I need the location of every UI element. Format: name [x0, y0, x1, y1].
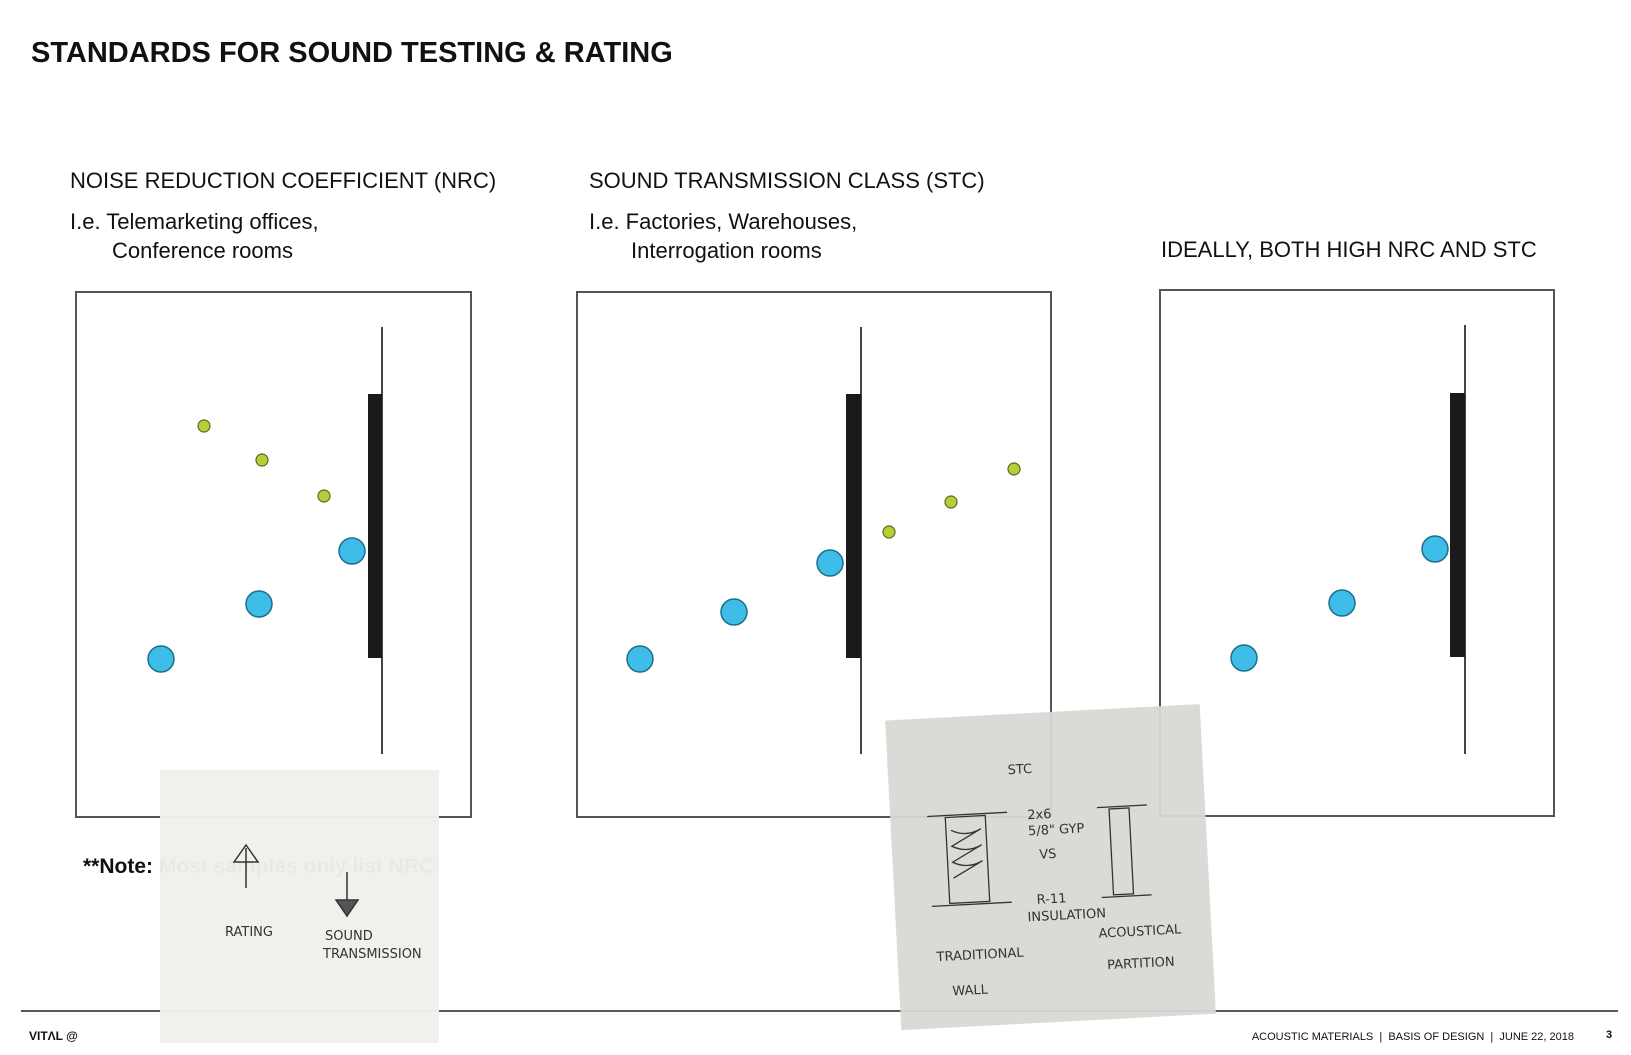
sketch-label: TRANSMISSION — [322, 947, 422, 962]
footer-info: ACOUSTIC MATERIALS | BASIS OF DESIGN | J… — [1252, 1031, 1574, 1043]
sketch-label: R-11 — [1036, 891, 1066, 908]
sketch-title: STC — [1007, 762, 1032, 778]
sketch-label: TRADITIONAL — [935, 946, 1024, 966]
example: I.e. Telemarketing offices, — [70, 209, 319, 234]
reflection-dots — [197, 419, 1021, 539]
logo: VITΛL @ — [29, 1029, 78, 1043]
walls — [381, 325, 1466, 754]
heading: IDEALLY, BOTH HIGH NRC AND STC — [1161, 237, 1537, 262]
page-number: 3 — [1606, 1029, 1612, 1041]
sketch-label: INSULATION — [1027, 906, 1106, 925]
sketch-label: 5/8" GYP — [1028, 821, 1085, 839]
heading: SOUND TRANSMISSION CLASS (STC) — [589, 168, 985, 193]
title: STANDARDS FOR SOUND TESTING & RATING — [31, 37, 673, 69]
example: Conference rooms — [112, 238, 293, 263]
sound-dots — [147, 535, 1449, 673]
sketch-label: PARTITION — [1107, 955, 1175, 974]
heading: NOISE REDUCTION COEFFICIENT (NRC) — [70, 168, 496, 193]
sketch-label: SOUND — [325, 929, 373, 944]
example: Interrogation rooms — [631, 238, 822, 263]
sketch-label: RATING — [225, 925, 273, 940]
stc-photo: STC 2x6 5/8" GYP VS R-11 INSULATION TRAD… — [885, 704, 1216, 1031]
wall-panels — [368, 393, 1465, 658]
rating-photo: RATING SOUND TRANSMISSION — [160, 770, 439, 1043]
sketch-label: WALL — [952, 983, 989, 1000]
sketch-label: ACOUSTICAL — [1098, 922, 1182, 941]
example: I.e. Factories, Warehouses, — [589, 209, 857, 234]
panel-frames — [75, 289, 1555, 818]
sketch-label: 2x6 — [1027, 807, 1052, 823]
sketch-label: VS — [1039, 847, 1057, 863]
